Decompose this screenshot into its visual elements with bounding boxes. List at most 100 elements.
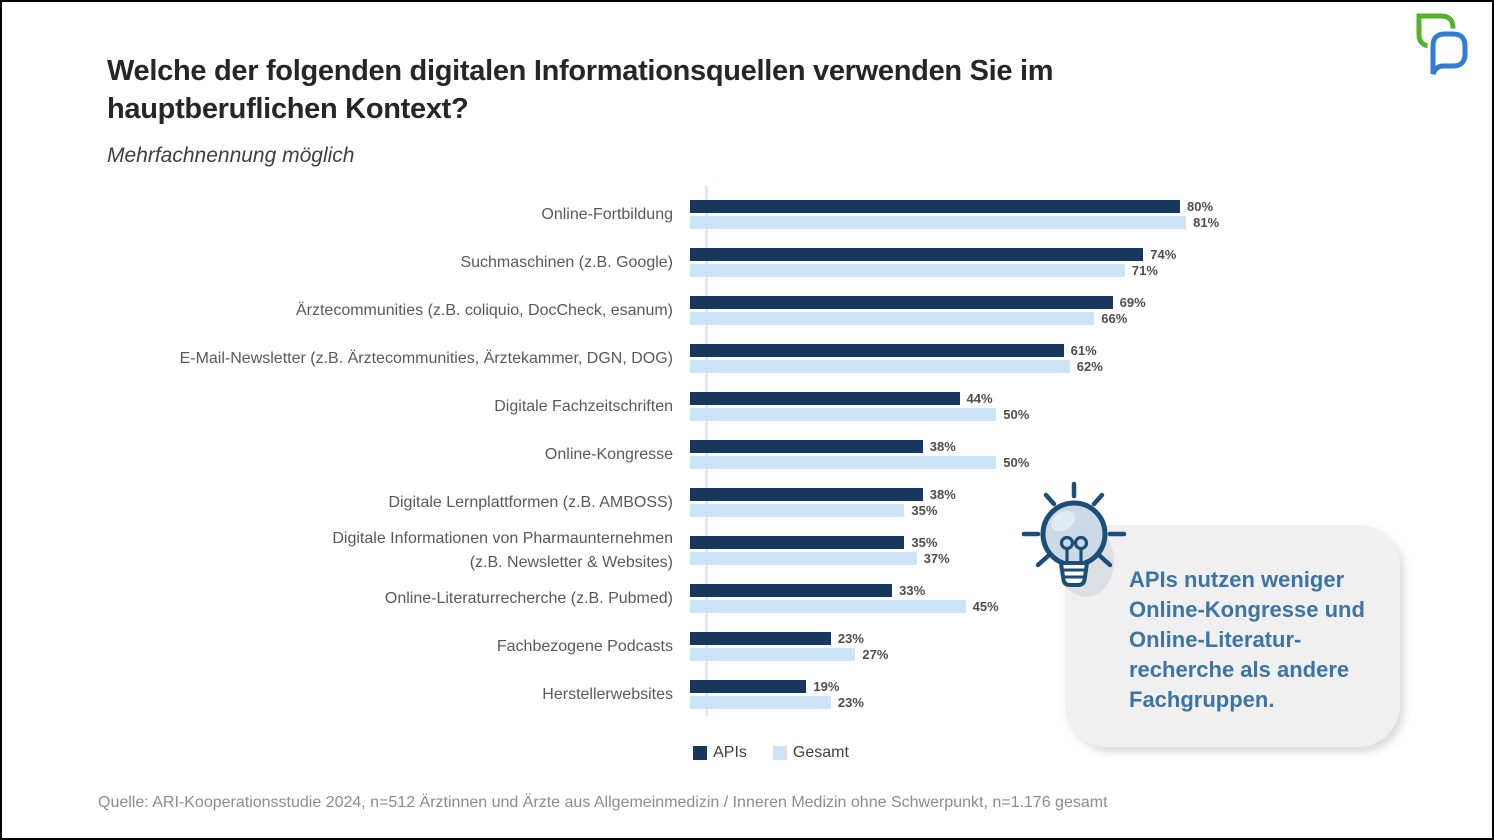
bar-line: 74% xyxy=(690,247,1177,262)
bar-apis xyxy=(690,248,1144,261)
bar-apis xyxy=(690,584,893,597)
category-label: Ärztecommunities (z.B. coliquio, DocChec… xyxy=(295,301,673,319)
value-label: 37% xyxy=(923,551,950,566)
bar-apis xyxy=(690,488,923,501)
value-label: 23% xyxy=(837,695,864,710)
value-label: 81% xyxy=(1193,215,1220,230)
lightbulb-icon xyxy=(1021,481,1127,597)
legend-label: APIs xyxy=(713,744,747,761)
legend-swatch-icon xyxy=(693,746,708,760)
bar-group: 80% 81% xyxy=(690,199,1220,230)
bar-gesamt xyxy=(690,216,1187,229)
bar-apis xyxy=(690,632,831,645)
slide-subtitle: Mehrfachnennung möglich xyxy=(107,144,355,167)
value-label: 33% xyxy=(899,583,926,598)
value-label: 62% xyxy=(1076,359,1103,374)
value-label: 50% xyxy=(1003,407,1030,422)
chart-row: Online-Kongresse 38% 50% xyxy=(100,439,1394,470)
bar-gesamt xyxy=(690,408,997,421)
bar-line: 37% xyxy=(690,551,950,566)
logo-bubble-blue-icon xyxy=(1430,31,1468,75)
bar-group: 44% 50% xyxy=(690,391,1030,422)
category-label: Online-Literaturrecherche (z.B. Pubmed) xyxy=(384,589,673,607)
chart-row: E-Mail-Newsletter (z.B. Ärztecommunities… xyxy=(100,343,1394,374)
legend-swatch-icon xyxy=(772,746,787,760)
bar-apis xyxy=(690,296,1113,309)
bar-line: 62% xyxy=(690,359,1103,374)
chart-row: Digitale Lernplattformen (z.B. AMBOSS) 38… xyxy=(100,487,1394,518)
bar-group: 69% 66% xyxy=(690,295,1146,326)
bar-line: 81% xyxy=(690,215,1220,230)
value-label: 45% xyxy=(972,599,999,614)
bar-line: 44% xyxy=(690,391,1029,406)
legend-item-gesamt: Gesamt xyxy=(772,744,849,762)
category-label: Digitale Informationen von Pharmaunterne… xyxy=(332,529,673,571)
category-label: Suchmaschinen (z.B. Google) xyxy=(460,253,673,271)
legend-item-apis: APIs xyxy=(693,744,747,762)
chart-row: Online-Literaturrecherche (z.B. Pubmed) 3… xyxy=(100,583,1394,614)
bar-group: 38% 50% xyxy=(690,439,1030,470)
chart-row: Fachbezogene Podcasts 23% 27% xyxy=(100,631,1394,662)
insight-callout: APIs nutzen weniger Online-Kongresse und… xyxy=(1065,525,1400,747)
bar-apis xyxy=(690,440,923,453)
bar-apis xyxy=(690,392,960,405)
category-label: E-Mail-Newsletter (z.B. Ärztecommunities… xyxy=(179,349,673,367)
bar-line: 23% xyxy=(690,695,864,710)
bar-group: 33% 45% xyxy=(690,583,999,614)
category-label: Digitale Fachzeitschriften xyxy=(494,397,673,415)
value-label: 61% xyxy=(1070,343,1097,358)
bar-line: 27% xyxy=(690,647,889,662)
value-label: 66% xyxy=(1101,311,1128,326)
chart-legend: APIs Gesamt xyxy=(24,744,1494,762)
bar-line: 69% xyxy=(690,295,1146,310)
bar-gesamt xyxy=(690,360,1070,373)
bar-line: 35% xyxy=(690,535,950,550)
bar-gesamt xyxy=(690,456,997,469)
bar-line: 50% xyxy=(690,407,1030,422)
chart-row: Herstellerwebsites 19% 23% xyxy=(100,679,1394,710)
value-label: 80% xyxy=(1187,199,1214,214)
brand-logo xyxy=(1416,13,1469,78)
bar-group: 74% 71% xyxy=(690,247,1177,278)
value-label: 74% xyxy=(1150,247,1177,262)
bar-gesamt xyxy=(690,600,966,613)
bar-line: 66% xyxy=(690,311,1146,326)
category-label: Fachbezogene Podcasts xyxy=(496,637,673,655)
bar-line: 33% xyxy=(690,583,999,598)
bar-line: 45% xyxy=(690,599,999,614)
bar-gesamt xyxy=(690,552,917,565)
bar-line: 50% xyxy=(690,455,1030,470)
value-label: 69% xyxy=(1119,295,1146,310)
bar-line: 71% xyxy=(690,263,1176,278)
value-label: 27% xyxy=(862,647,889,662)
category-label: Online-Kongresse xyxy=(544,445,673,463)
bar-apis xyxy=(690,344,1064,357)
chart-row: Digitale Fachzeitschriften 44% 50% xyxy=(100,391,1394,422)
value-label: 19% xyxy=(813,679,840,694)
bar-group: 61% 62% xyxy=(690,343,1103,374)
bar-gesamt xyxy=(690,696,831,709)
value-label: 50% xyxy=(1003,455,1030,470)
category-label: Online-Fortbildung xyxy=(541,205,673,223)
slide-title: Welche der folgenden digitalen Informati… xyxy=(107,55,1054,125)
category-label: Herstellerwebsites xyxy=(542,685,673,703)
bar-gesamt xyxy=(690,504,905,517)
value-label: 38% xyxy=(929,439,956,454)
bar-line: 19% xyxy=(690,679,864,694)
legend-label: Gesamt xyxy=(792,744,849,761)
chart-row: Suchmaschinen (z.B. Google) 74% 71% xyxy=(100,247,1394,278)
bar-group: 19% 23% xyxy=(690,679,864,710)
bar-apis xyxy=(690,200,1180,213)
bar-gesamt xyxy=(690,264,1125,277)
value-label: 35% xyxy=(911,503,938,518)
bar-line: 61% xyxy=(690,343,1103,358)
bar-line: 80% xyxy=(690,199,1219,214)
value-label: 23% xyxy=(837,631,864,646)
bar-line: 38% xyxy=(690,439,1029,454)
bar-apis xyxy=(690,536,905,549)
value-label: 35% xyxy=(911,535,938,550)
bar-gesamt xyxy=(690,312,1095,325)
bar-line: 35% xyxy=(690,503,956,518)
chart-row: Digitale Informationen von Pharmaunterne… xyxy=(100,530,1394,571)
